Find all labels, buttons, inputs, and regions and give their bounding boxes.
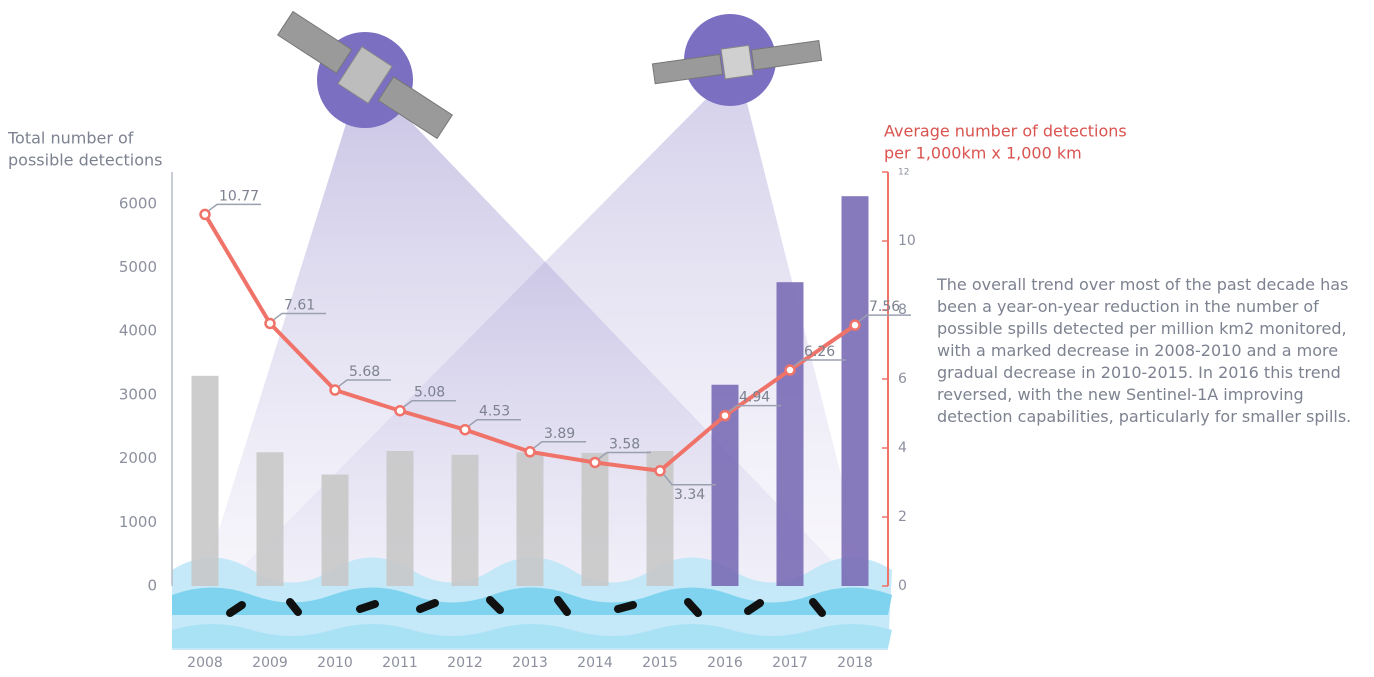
- data-label: 7.61: [284, 297, 315, 313]
- y2-tick-label: 12: [898, 168, 909, 178]
- bar: [191, 375, 219, 586]
- y-tick-label: 4000: [119, 322, 157, 340]
- point: [329, 384, 341, 396]
- y2-tick-label: 2: [898, 509, 907, 525]
- data-label: 4.94: [739, 390, 770, 406]
- data-label: 10.77: [219, 188, 259, 204]
- y2-tick-label: 6: [898, 371, 907, 387]
- data-label: 6.26: [804, 344, 835, 360]
- point: [264, 317, 276, 330]
- x-tick-label: 2014: [577, 655, 613, 671]
- bar: [386, 450, 414, 586]
- point: [459, 423, 471, 436]
- label-leader: [208, 203, 261, 212]
- y2-tick-label: 10: [898, 233, 916, 249]
- y2-tick-label: 0: [898, 578, 907, 594]
- x-tick-label: 2012: [447, 655, 483, 671]
- x-tick-label: 2018: [837, 655, 873, 671]
- x-tick-label: 2017: [772, 655, 808, 671]
- x-tick-label: 2015: [642, 655, 678, 671]
- bar: [776, 282, 804, 586]
- data-label: 3.34: [674, 487, 705, 503]
- y-tick-label: 2000: [119, 449, 157, 467]
- bar: [581, 452, 609, 586]
- x-tick-label: 2011: [382, 655, 418, 671]
- label-leader: [663, 474, 716, 486]
- y-tick-label: 5000: [119, 258, 157, 276]
- point: [654, 465, 666, 477]
- label-leader: [598, 451, 651, 460]
- y2-tick-label: 4: [898, 440, 907, 456]
- data-label: 3.89: [544, 426, 575, 442]
- label-leader: [273, 312, 326, 321]
- x-tick-label: 2016: [707, 655, 743, 671]
- label-leader: [728, 404, 781, 413]
- label-leader: [533, 441, 586, 449]
- point: [199, 208, 211, 221]
- label-leader: [468, 418, 521, 427]
- y2-axis-title: per 1,000km x 1,000 km: [884, 144, 1082, 163]
- data-label: 5.68: [349, 364, 380, 380]
- data-label: 7.56: [869, 299, 900, 315]
- x-tick-label: 2009: [252, 655, 288, 671]
- data-label: 5.08: [414, 385, 445, 401]
- label-leader: [858, 314, 911, 322]
- y-tick-label: 0: [147, 577, 157, 595]
- x-tick-label: 2008: [187, 655, 223, 671]
- y-axis-title: possible detections: [8, 151, 163, 170]
- point: [524, 446, 536, 458]
- y2-axis-title: Average number of detections: [884, 122, 1127, 141]
- point: [784, 364, 796, 376]
- y-tick-label: 3000: [119, 385, 157, 403]
- label-leader: [338, 379, 391, 387]
- label-leader: [793, 359, 846, 367]
- bar: [321, 474, 349, 586]
- bar: [451, 454, 479, 586]
- y2-tick-label: 8: [898, 302, 907, 318]
- bar: [841, 196, 869, 587]
- data-label: 4.53: [479, 404, 510, 420]
- description: The overall trend over most of the past …: [937, 275, 1352, 426]
- x-tick-label: 2013: [512, 655, 548, 671]
- point: [394, 404, 406, 417]
- y-tick-label: 6000: [119, 194, 157, 212]
- y-axis-title: Total number of: [7, 129, 134, 148]
- point: [849, 319, 861, 331]
- label-leader: [403, 399, 456, 408]
- y-tick-label: 1000: [119, 513, 157, 531]
- bar: [516, 452, 544, 586]
- bar: [256, 452, 284, 586]
- x-tick-label: 2010: [317, 655, 353, 671]
- point: [719, 409, 731, 422]
- point: [589, 456, 601, 469]
- data-label: 3.58: [609, 436, 640, 452]
